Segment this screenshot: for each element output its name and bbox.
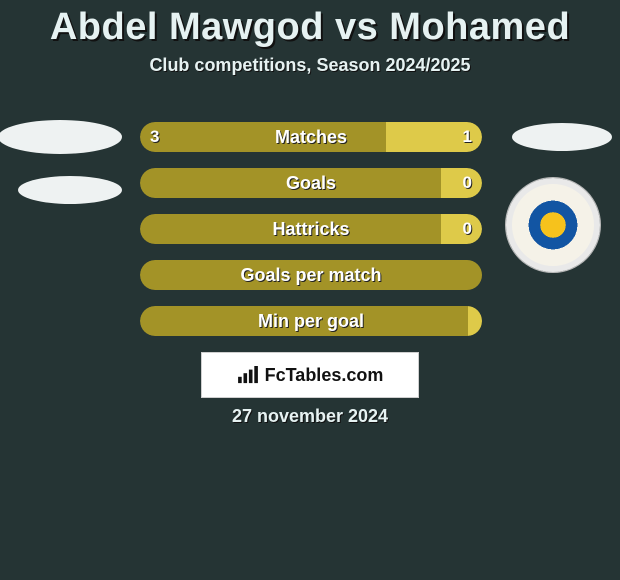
bar-row: Matches31: [138, 120, 484, 154]
bar-track: [138, 166, 484, 200]
bar-row: Hattricks0: [138, 212, 484, 246]
team-left-badge-1: [0, 120, 122, 154]
bar-value-right: 0: [463, 166, 472, 200]
bars-chart-icon: [237, 366, 259, 384]
bar-value-right: 1: [463, 120, 472, 154]
page-subtitle: Club competitions, Season 2024/2025: [0, 55, 620, 76]
team-right-crest-icon: [506, 178, 600, 272]
bar-row: Min per goal: [138, 304, 484, 338]
bar-track: [138, 120, 484, 154]
bar-left-fill: [140, 260, 482, 290]
page-title: Abdel Mawgod vs Mohamed: [0, 0, 620, 49]
bar-right-fill: [441, 168, 482, 198]
bar-left-fill: [140, 306, 468, 336]
bar-left-fill: [140, 214, 441, 244]
bar-value-right: 0: [463, 212, 472, 246]
comparison-bars: Matches31Goals0Hattricks0Goals per match…: [138, 120, 484, 350]
date-line: 27 november 2024: [0, 406, 620, 427]
brand-box: FcTables.com: [201, 352, 419, 398]
bar-track: [138, 212, 484, 246]
brand-text: FcTables.com: [265, 365, 384, 386]
comparison-infographic: Abdel Mawgod vs Mohamed Club competition…: [0, 0, 620, 580]
bar-row: Goals0: [138, 166, 484, 200]
bar-left-fill: [140, 122, 386, 152]
team-left-badge-2: [18, 176, 122, 204]
bar-left-fill: [140, 168, 441, 198]
bar-track: [138, 304, 484, 338]
team-right-badge-1: [512, 123, 612, 151]
bar-right-fill: [468, 306, 482, 336]
bar-value-left: 3: [150, 120, 159, 154]
bar-right-fill: [441, 214, 482, 244]
bar-row: Goals per match: [138, 258, 484, 292]
bar-track: [138, 258, 484, 292]
